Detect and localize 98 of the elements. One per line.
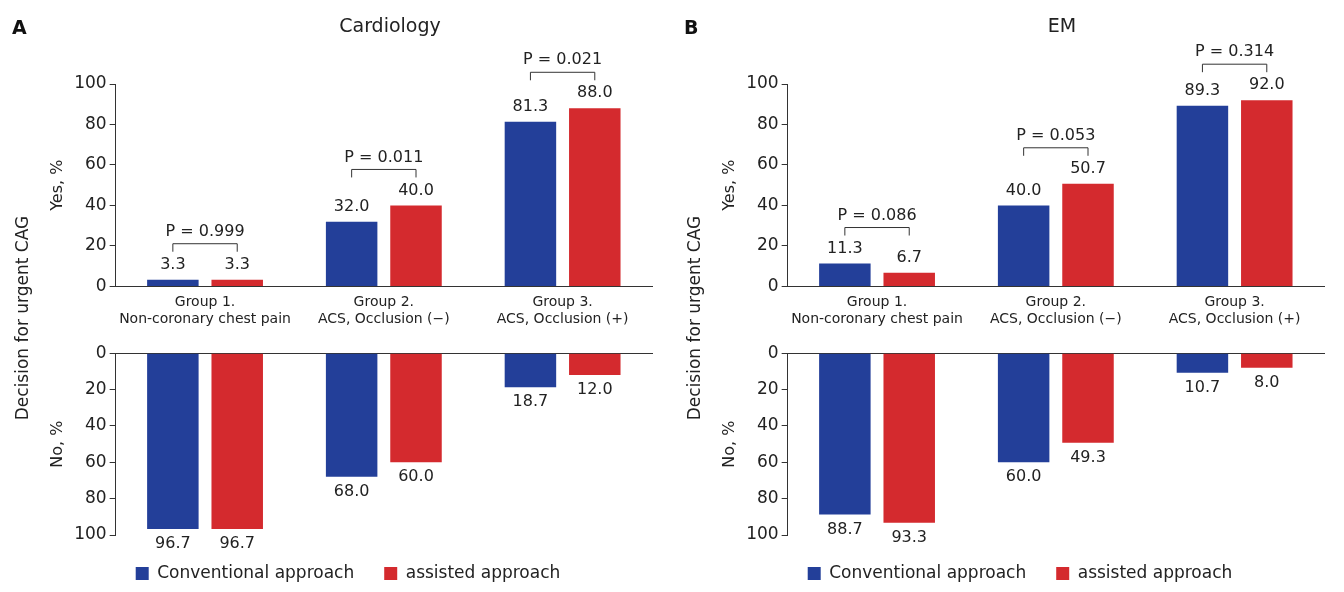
- text: B: [684, 16, 699, 38]
- bar: [819, 353, 871, 515]
- y-tick-label: 40: [85, 414, 107, 435]
- bar: [997, 353, 1050, 463]
- x-tick-label: Group 1. Non-coronary chest pain: [791, 293, 963, 327]
- y-axis-title: Yes, %: [718, 159, 738, 212]
- data-label: 88.7: [827, 518, 863, 538]
- x-tick-label: Group 1. Non-coronary chest pain: [119, 293, 291, 327]
- bar: [997, 205, 1050, 286]
- y-tick-label: 40: [757, 414, 779, 435]
- x-tick-label: Group 2. ACS, Occlusion (−): [317, 293, 450, 327]
- y-tick-label: 100: [746, 72, 779, 93]
- legend-label: assisted approach: [405, 561, 561, 582]
- data-label: 40.0: [398, 179, 434, 199]
- data-label: 11.3: [827, 237, 863, 257]
- data-label: 3.3: [160, 253, 186, 273]
- bar: [1241, 353, 1293, 368]
- y-tick-label: 20: [85, 234, 107, 255]
- data-label: 96.7: [219, 533, 256, 553]
- data-label: 32.0: [333, 195, 370, 215]
- y-axis-title: Yes, %: [46, 159, 66, 212]
- bar: [390, 353, 442, 463]
- x-tick-label: Group 3. ACS, Occlusion (+): [496, 293, 629, 327]
- data-label: 18.7: [512, 391, 549, 411]
- data-label: 92.0: [1248, 74, 1285, 94]
- y-tick-label: 0: [767, 341, 779, 362]
- data-label: 10.7: [1184, 376, 1221, 396]
- text: P = 0.314: [1195, 41, 1275, 61]
- y-tick-label: 100: [746, 523, 779, 544]
- text: P = 0.021: [523, 49, 603, 69]
- data-label: 88.0: [576, 82, 613, 102]
- bar: [504, 353, 557, 388]
- y-axis-title: No, %: [46, 420, 66, 468]
- bar: [147, 279, 199, 286]
- annotation: P = 0.053: [1016, 124, 1096, 144]
- data-label: 60.0: [398, 466, 434, 486]
- y-tick-label: 80: [757, 112, 779, 133]
- annotation: P = 0.011: [344, 146, 424, 166]
- y-tick-label: 20: [757, 234, 779, 255]
- data-label: 68.0: [333, 480, 370, 500]
- y-tick-label: 60: [85, 153, 107, 174]
- bar: [1062, 183, 1114, 286]
- bar: [1062, 353, 1114, 443]
- bar: [390, 205, 442, 286]
- bar: [569, 353, 621, 376]
- x-tick-label: Group 2. ACS, Occlusion (−): [989, 293, 1122, 327]
- data-label: 81.3: [512, 96, 549, 116]
- data-label: 12.0: [576, 379, 613, 399]
- bar: [504, 121, 557, 286]
- y-tick-label: 0: [95, 274, 107, 295]
- data-label: 50.7: [1070, 157, 1106, 177]
- bar: [211, 353, 263, 529]
- annotation: P = 0.999: [165, 220, 245, 240]
- y-tick-label: 40: [85, 193, 107, 214]
- y-tick-label: 40: [757, 193, 779, 214]
- data-label: 93.3: [891, 526, 928, 546]
- legend-label: Conventional approach: [829, 561, 1027, 582]
- data-label: 96.7: [155, 533, 191, 553]
- bar: [569, 108, 621, 286]
- y-tick-label: 0: [95, 341, 107, 362]
- y-tick-label: 0: [767, 274, 779, 295]
- data-label: 8.0: [1254, 371, 1280, 391]
- bar: [325, 221, 378, 286]
- bar: [1241, 100, 1293, 286]
- text: A: [12, 16, 27, 38]
- data-label: 6.7: [896, 247, 922, 266]
- y-tick-label: 80: [85, 112, 107, 133]
- chart-title: Cardiology: [338, 14, 442, 36]
- legend-label: Conventional approach: [157, 561, 355, 582]
- bar: [211, 279, 263, 286]
- y-tick-label: 80: [85, 487, 107, 508]
- bar: [1176, 353, 1229, 373]
- x-tick-label: Group 3. ACS, Occlusion (+): [1168, 293, 1301, 327]
- bar: [883, 353, 935, 523]
- data-label: 40.0: [1005, 179, 1042, 199]
- data-label: 49.3: [1070, 446, 1106, 466]
- y-tick-label: 100: [74, 523, 107, 544]
- data-label: 89.3: [1184, 79, 1221, 99]
- bar: [325, 353, 378, 477]
- data-label: 60.0: [1005, 466, 1042, 486]
- bar: [883, 272, 935, 286]
- y-tick-label: 20: [85, 377, 107, 398]
- data-label: 3.3: [224, 253, 250, 273]
- bar: [147, 353, 199, 529]
- text: Decision for urgent CAG: [683, 215, 704, 421]
- text: Decision for urgent CAG: [11, 215, 32, 421]
- y-tick-label: 80: [757, 487, 779, 508]
- legend-label: assisted approach: [1077, 561, 1233, 582]
- y-axis-title: No, %: [718, 420, 738, 468]
- y-tick-label: 20: [757, 377, 779, 398]
- bar: [1176, 105, 1229, 286]
- chart-title: EM: [1046, 14, 1078, 36]
- y-tick-label: 100: [74, 72, 107, 93]
- y-tick-label: 60: [85, 450, 107, 471]
- bar: [819, 263, 871, 286]
- y-tick-label: 60: [757, 153, 779, 174]
- y-tick-label: 60: [757, 450, 779, 471]
- annotation: P = 0.086: [837, 204, 917, 224]
